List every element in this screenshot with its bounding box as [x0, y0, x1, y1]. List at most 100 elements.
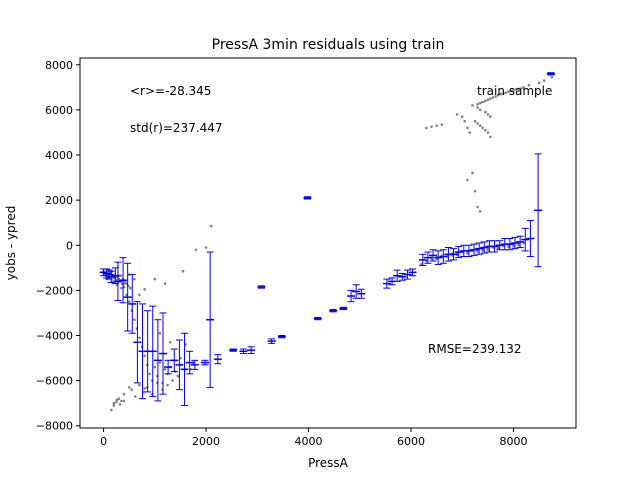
- y-tick-label: 0: [66, 239, 73, 252]
- y-tick-label: −2000: [36, 284, 73, 297]
- data-point: [148, 372, 151, 376]
- data-point: [466, 178, 469, 182]
- data-point: [484, 110, 487, 114]
- data-point: [527, 83, 531, 87]
- data-point: [209, 224, 213, 228]
- error-bars: [99, 72, 555, 406]
- y-tick-label: 4000: [45, 149, 73, 162]
- data-point: [133, 318, 136, 322]
- data-point: [163, 282, 167, 285]
- x-tick-label: 2000: [192, 435, 220, 448]
- data-point: [460, 115, 464, 118]
- data-point: [181, 269, 185, 273]
- data-point: [153, 277, 157, 281]
- rmse-annotation: RMSE=239.132: [428, 342, 522, 356]
- x-axis-ticks: 0 2000 4000 6000 8000: [100, 428, 527, 448]
- data-point: [476, 122, 479, 125]
- data-point: [463, 119, 467, 123]
- data-point: [119, 274, 123, 278]
- data-point: [130, 388, 134, 391]
- data-point: [138, 383, 141, 387]
- data-point: [122, 392, 126, 396]
- y-axis-ticks: −8000 −6000 −4000 −2000 0 2000 4000 6000 8000: [36, 59, 80, 433]
- data-point: [194, 248, 198, 252]
- data-point: [143, 387, 146, 390]
- data-point: [127, 386, 131, 389]
- data-point: [509, 89, 513, 93]
- data-point: [122, 399, 126, 403]
- data-point: [473, 189, 477, 193]
- data-point: [455, 113, 459, 116]
- data-point: [153, 365, 157, 369]
- data-point: [484, 99, 487, 103]
- data-point: [476, 106, 479, 109]
- data-point: [471, 171, 474, 175]
- data-point: [133, 277, 136, 281]
- data-point: [486, 248, 490, 252]
- data-point: [128, 286, 132, 290]
- y-axis-label: yobs - ypred: [4, 206, 18, 281]
- data-point: [537, 81, 541, 85]
- data-point: [481, 100, 485, 104]
- y-tick-label: 6000: [45, 104, 73, 117]
- data-point: [478, 210, 482, 213]
- data-point: [117, 397, 121, 401]
- mean-residual-annotation: <r>=-28.345: [130, 84, 211, 98]
- data-point: [476, 250, 479, 253]
- data-point: [514, 88, 518, 91]
- data-point: [550, 75, 554, 79]
- data-point: [110, 408, 113, 412]
- data-point: [496, 247, 500, 250]
- data-point: [440, 123, 444, 126]
- data-point: [494, 95, 497, 98]
- data-point: [484, 128, 487, 132]
- data-point: [435, 124, 438, 127]
- data-point: [489, 135, 492, 139]
- data-point: [134, 395, 137, 398]
- plot-background: [80, 58, 576, 428]
- data-point: [420, 263, 423, 266]
- data-point: [512, 88, 515, 92]
- data-point: [476, 103, 479, 106]
- data-point: [158, 361, 162, 364]
- data-point: [168, 341, 172, 344]
- data-point: [466, 126, 469, 130]
- data-point: [542, 79, 546, 82]
- data-point: [112, 401, 116, 405]
- data-point: [204, 246, 208, 249]
- data-point: [138, 293, 141, 297]
- data-point: [473, 119, 477, 123]
- data-point: [486, 98, 490, 101]
- plot-frame: [79, 57, 577, 429]
- data-point: [115, 398, 119, 402]
- data-point: [501, 92, 505, 95]
- data-point: [166, 383, 169, 387]
- x-tick-label: 8000: [499, 435, 527, 448]
- y-tick-label: −4000: [36, 330, 73, 343]
- data-point: [499, 92, 503, 96]
- data-point: [504, 91, 508, 94]
- data-point: [476, 205, 479, 209]
- data-point: [120, 286, 123, 290]
- data-point: [489, 97, 492, 100]
- chart-title: PressA 3min residuals using train: [212, 37, 445, 53]
- y-tick-label: 8000: [45, 59, 73, 72]
- data-point: [112, 404, 116, 407]
- data-point: [143, 354, 146, 358]
- y-tick-label: 2000: [45, 194, 73, 207]
- data-point: [517, 87, 520, 91]
- data-point: [115, 400, 118, 404]
- data-point: [517, 244, 520, 247]
- data-point: [138, 336, 141, 340]
- data-point: [478, 124, 482, 127]
- data-point: [127, 300, 131, 304]
- std-residual-annotation: std(r)=237.447: [130, 121, 223, 135]
- data-point: [425, 126, 428, 130]
- data-point: [143, 288, 146, 291]
- data-point: [468, 131, 472, 134]
- data-point: [158, 331, 162, 335]
- x-tick-label: 0: [100, 435, 107, 448]
- data-point: [478, 108, 482, 112]
- data-point: [120, 399, 123, 403]
- y-tick-label: −8000: [36, 420, 73, 433]
